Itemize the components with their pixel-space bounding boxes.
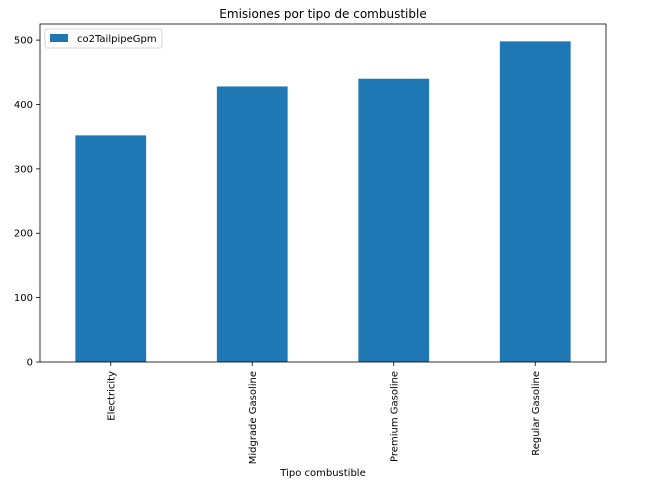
legend-swatch — [50, 34, 68, 42]
plot-frame — [39, 23, 607, 363]
y-tick-label: 200 — [14, 229, 33, 240]
x-tick-label: Electricity — [106, 371, 117, 421]
y-tick-label: 0 — [27, 358, 33, 369]
y-tick-label: 400 — [14, 100, 33, 111]
bars-group — [75, 41, 571, 362]
y-tick-label: 100 — [14, 293, 33, 304]
chart-title: Emisiones por tipo de combustible — [219, 7, 426, 21]
y-tick-label: 500 — [14, 36, 33, 47]
bar-premium-gasoline — [358, 78, 430, 362]
x-tick-label: Regular Gasoline — [531, 371, 542, 456]
x-tick-label: Premium Gasoline — [389, 371, 400, 462]
x-axis-ticks: Electricity Midgrade Gasoline Premium Gaso… — [106, 362, 542, 464]
x-axis-label: Tipo combustible — [279, 468, 365, 479]
y-axis-ticks: 0 100 200 300 400 500 — [14, 36, 40, 369]
bar-midgrade-gasoline — [216, 86, 288, 362]
x-tick-label: Midgrade Gasoline — [248, 371, 259, 464]
legend: co2TailpipeGpm — [44, 28, 163, 49]
y-tick-label: 300 — [14, 164, 33, 175]
bar-electricity — [75, 135, 147, 362]
legend-label: co2TailpipeGpm — [77, 34, 157, 45]
legend-box — [44, 28, 163, 49]
bar-regular-gasoline — [499, 41, 571, 362]
